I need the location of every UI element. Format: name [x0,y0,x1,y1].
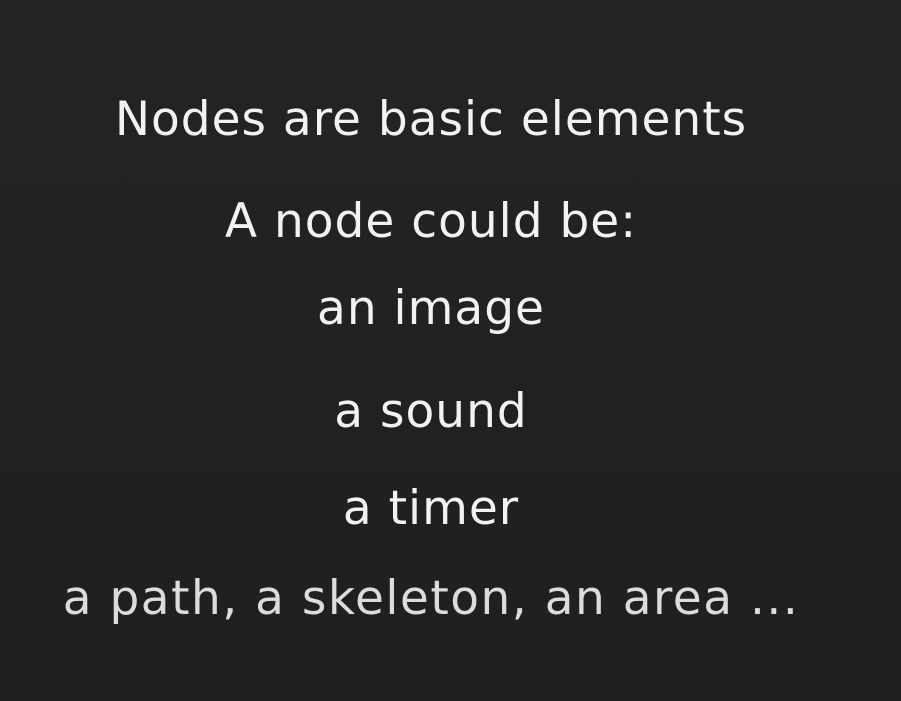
slide-heading: Nodes are basic elements [114,92,748,147]
node-example-others: a path, a skeleton, an area ... [62,571,800,626]
slide-subheading: A node could be: [224,194,638,249]
node-example-image: an image [317,281,545,336]
node-example-sound: a sound [334,384,528,439]
node-example-timer: a timer [342,481,520,536]
